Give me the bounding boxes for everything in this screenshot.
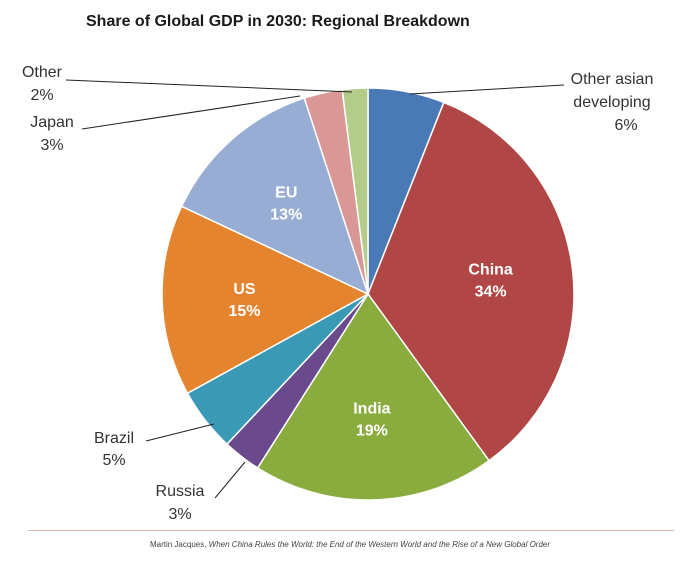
slice-label-eu: EU (275, 184, 297, 201)
slice-label-china: China (468, 262, 513, 279)
pie-slice-india (256, 292, 491, 501)
slice-value-russia: 3% (168, 506, 191, 523)
source-author: Martin Jacques, (149, 540, 209, 549)
leader-line-other-asian-developing (409, 84, 565, 95)
slice-label-other-asian-developing-line-1: Other asian (571, 71, 654, 88)
slice-label-japan: Japan (30, 114, 74, 131)
slice-label-brazil: Brazil (94, 430, 134, 447)
leader-line-russia (214, 461, 246, 499)
source-divider (28, 530, 674, 531)
slice-value-china: 34% (475, 284, 507, 301)
slice-label-other-asian-developing-line-2: developing (573, 94, 650, 111)
pie-slice-eu (180, 97, 370, 296)
slice-value-us: 15% (228, 303, 260, 320)
source-work-title: When China Rules the World: the End of t… (208, 540, 551, 549)
slice-label-us: US (233, 281, 256, 298)
leader-line-other (65, 79, 353, 93)
slice-label-russia: Russia (156, 483, 205, 500)
pie-slice-us (161, 205, 370, 395)
slice-label-other: Other (22, 64, 63, 81)
leader-line-brazil (145, 423, 215, 442)
slice-label-india: India (353, 401, 390, 418)
chart-title: Share of Global GDP in 2030: Regional Br… (86, 13, 470, 30)
leader-line-japan (81, 95, 301, 130)
slice-value-brazil: 5% (102, 452, 125, 469)
pie-slice-other (341, 87, 369, 295)
slice-value-other: 2% (30, 87, 53, 104)
slice-value-india: 19% (356, 423, 388, 440)
slice-value-eu: 13% (270, 206, 302, 223)
slice-value-japan: 3% (40, 137, 63, 154)
pie-slice-china (367, 101, 575, 462)
source-citation: Martin Jacques, When China Rules the Wor… (0, 540, 700, 549)
slice-value-other-asian-developing: 6% (614, 117, 637, 134)
